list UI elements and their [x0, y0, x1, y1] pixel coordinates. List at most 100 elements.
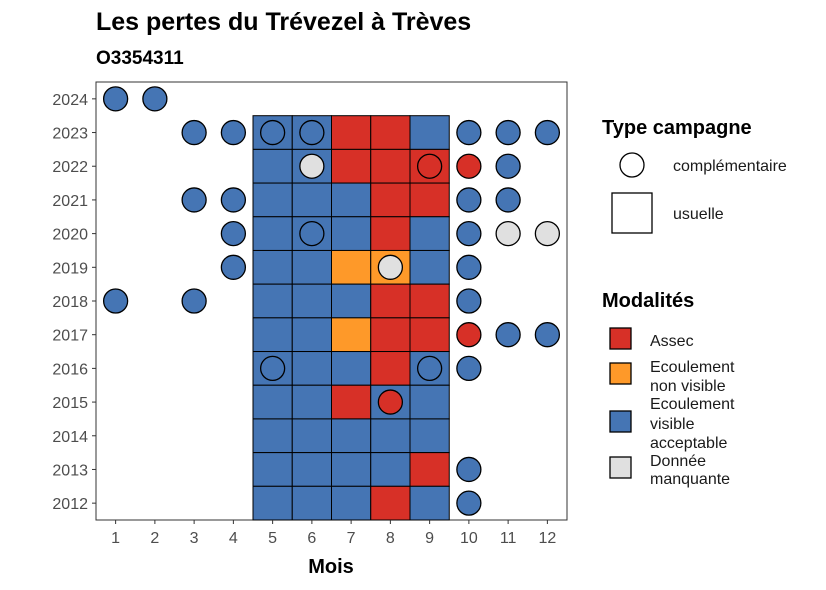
- legend-type-campagne-title: Type campagne: [602, 117, 752, 139]
- complementaire-point-2019-4: [220, 254, 247, 280]
- usuelle-cell-2021-9: [409, 182, 450, 218]
- usuelle-cells: [252, 115, 450, 521]
- x-axis-title: Mois: [308, 556, 354, 578]
- complementaire-point-2016-9: [416, 355, 443, 382]
- y-tick-label: 2015: [52, 395, 88, 412]
- usuelle-cell-2019-5: [252, 249, 293, 285]
- complementaire-point-2017-12: [534, 322, 561, 348]
- y-tick-label: 2016: [52, 361, 88, 378]
- usuelle-cell-2012-5: [252, 485, 293, 521]
- complementaire-point-2022-9: [416, 153, 443, 179]
- legend-label-ecoulement-non-visible: non visible: [650, 378, 726, 395]
- y-tick-label: 2014: [52, 429, 88, 446]
- usuelle-cell-2016-6: [291, 351, 332, 386]
- complementaire-point-2020-11: [495, 220, 521, 247]
- usuelle-cell-2020-5: [252, 216, 293, 251]
- complementaire-point-2023-12: [534, 119, 561, 146]
- usuelle-cell-2020-8: [370, 216, 411, 251]
- complementaire-point-2013-10: [456, 456, 482, 483]
- complementaire-point-2021-10: [456, 187, 482, 213]
- usuelle-cell-2017-6: [291, 317, 332, 353]
- usuelle-cell-2013-8: [370, 452, 411, 487]
- legend-key-ecoulement-visible-acceptable: [609, 410, 632, 433]
- complementaire-points: [102, 86, 561, 516]
- legend-label-ecoulement-visible-acceptable: Ecoulement: [650, 396, 735, 413]
- usuelle-cell-2014-9: [409, 418, 450, 454]
- usuelle-cell-2022-5: [252, 148, 293, 184]
- legend-label-donnee-manquante: Donnée: [650, 453, 706, 470]
- usuelle-cell-2012-8: [370, 485, 411, 521]
- complementaire-point-2021-4: [220, 187, 247, 213]
- usuelle-cell-2018-6: [291, 283, 332, 319]
- complementaire-point-2019-10: [456, 254, 482, 280]
- y-axis: 2012 2013 2014 2015 2016 2017 2018 2019 2020 2021…: [52, 92, 96, 513]
- usuelle-cell-2019-9: [409, 249, 450, 285]
- y-tick-label: 2017: [52, 328, 88, 345]
- x-tick-label: 4: [229, 530, 238, 547]
- complementaire-point-2018-10: [456, 288, 482, 314]
- usuelle-cell-2016-7: [331, 351, 372, 386]
- y-tick-label: 2023: [52, 126, 88, 143]
- x-tick-label: 11: [500, 530, 517, 547]
- x-axis: 1 2 3 4 5 6 7 8 9 10 11 12: [111, 520, 556, 547]
- usuelle-cell-2012-6: [291, 485, 332, 521]
- complementaire-point-2021-11: [495, 187, 521, 213]
- x-tick-label: 12: [538, 530, 556, 547]
- legend-label-donnee-manquante: manquante: [650, 471, 730, 488]
- usuelle-cell-2017-9: [409, 317, 450, 353]
- usuelle-cell-2023-9: [409, 115, 450, 150]
- x-tick-label: 6: [307, 530, 316, 547]
- legend-key-ecoulement-non-visible: [609, 362, 632, 385]
- x-tick-label: 1: [111, 530, 120, 547]
- complementaire-point-2017-11: [495, 322, 521, 348]
- usuelle-cell-2020-7: [331, 216, 372, 251]
- complementaire-point-2023-10: [456, 119, 482, 146]
- y-tick-label: 2013: [52, 462, 88, 479]
- usuelle-cell-2023-7: [331, 115, 372, 150]
- complementaire-point-2012-10: [456, 490, 482, 516]
- usuelle-cell-2016-8: [370, 351, 411, 386]
- y-tick-label: 2020: [52, 227, 88, 244]
- complementaire-point-2020-4: [220, 220, 247, 247]
- legend-usuelle-label: usuelle: [673, 206, 724, 223]
- chart-subtitle: O3354311: [96, 48, 184, 69]
- legend-modalites-title: Modalités: [602, 290, 694, 312]
- usuelle-cell-2021-8: [370, 182, 411, 218]
- usuelle-cell-2014-6: [291, 418, 332, 454]
- usuelle-cell-2017-8: [370, 317, 411, 353]
- x-tick-label: 3: [190, 530, 199, 547]
- complementaire-point-2020-6: [299, 220, 325, 247]
- usuelle-cell-2013-6: [291, 452, 332, 487]
- complementaire-point-2022-11: [495, 153, 521, 179]
- complementaire-point-2021-3: [181, 187, 207, 213]
- legend-label-ecoulement-non-visible: Ecoulement: [650, 359, 735, 376]
- complementaire-point-2023-11: [495, 119, 521, 146]
- complementaire-point-2023-5: [259, 119, 286, 146]
- usuelle-cell-2017-5: [252, 317, 293, 353]
- usuelle-cell-2021-6: [291, 182, 332, 218]
- usuelle-cell-2015-6: [291, 384, 332, 420]
- usuelle-cell-2013-5: [252, 452, 293, 487]
- usuelle-cell-2018-5: [252, 283, 293, 319]
- complementaire-point-2023-3: [181, 119, 207, 146]
- x-tick-label: 8: [386, 530, 395, 547]
- legend-complementaire-label: complémentaire: [673, 158, 787, 175]
- legend-label-assec: Assec: [650, 333, 694, 350]
- usuelle-cell-2021-5: [252, 182, 293, 218]
- usuelle-cell-2013-9: [409, 452, 450, 487]
- usuelle-cell-2018-8: [370, 283, 411, 319]
- complementaire-point-2015-8: [377, 389, 404, 415]
- x-tick-label: 2: [150, 530, 159, 547]
- usuelle-cell-2022-8: [370, 148, 411, 184]
- usuelle-cell-2012-9: [409, 485, 450, 521]
- usuelle-cell-2015-5: [252, 384, 293, 420]
- complementaire-point-2024-1: [102, 86, 129, 112]
- y-tick-label: 2018: [52, 294, 88, 311]
- legend-key-donnee-manquante: [609, 456, 632, 479]
- complementaire-point-2016-5: [259, 355, 286, 382]
- complementaire-point-2022-10: [456, 153, 482, 179]
- legend-type-campagne: Type campagne complémentaire usuelle: [602, 117, 787, 234]
- usuelle-cell-2014-5: [252, 418, 293, 454]
- complementaire-point-2020-10: [456, 220, 482, 247]
